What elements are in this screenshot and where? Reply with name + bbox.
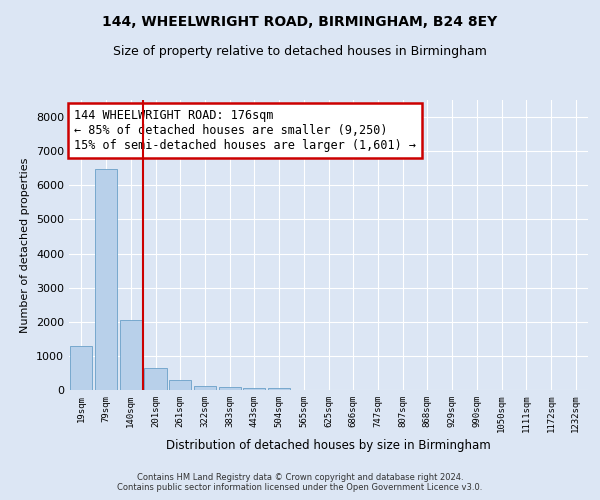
X-axis label: Distribution of detached houses by size in Birmingham: Distribution of detached houses by size … <box>166 440 491 452</box>
Bar <box>194 386 216 390</box>
Bar <box>169 380 191 390</box>
Bar <box>145 368 167 390</box>
Text: Size of property relative to detached houses in Birmingham: Size of property relative to detached ho… <box>113 45 487 58</box>
Bar <box>70 346 92 390</box>
Text: 144, WHEELWRIGHT ROAD, BIRMINGHAM, B24 8EY: 144, WHEELWRIGHT ROAD, BIRMINGHAM, B24 8… <box>103 15 497 29</box>
Y-axis label: Number of detached properties: Number of detached properties <box>20 158 31 332</box>
Text: Contains HM Land Registry data © Crown copyright and database right 2024.
Contai: Contains HM Land Registry data © Crown c… <box>118 473 482 492</box>
Text: 144 WHEELWRIGHT ROAD: 176sqm
← 85% of detached houses are smaller (9,250)
15% of: 144 WHEELWRIGHT ROAD: 176sqm ← 85% of de… <box>74 108 416 152</box>
Bar <box>268 388 290 390</box>
Bar <box>218 388 241 390</box>
Bar <box>119 320 142 390</box>
Bar <box>243 388 265 390</box>
Bar <box>95 169 117 390</box>
